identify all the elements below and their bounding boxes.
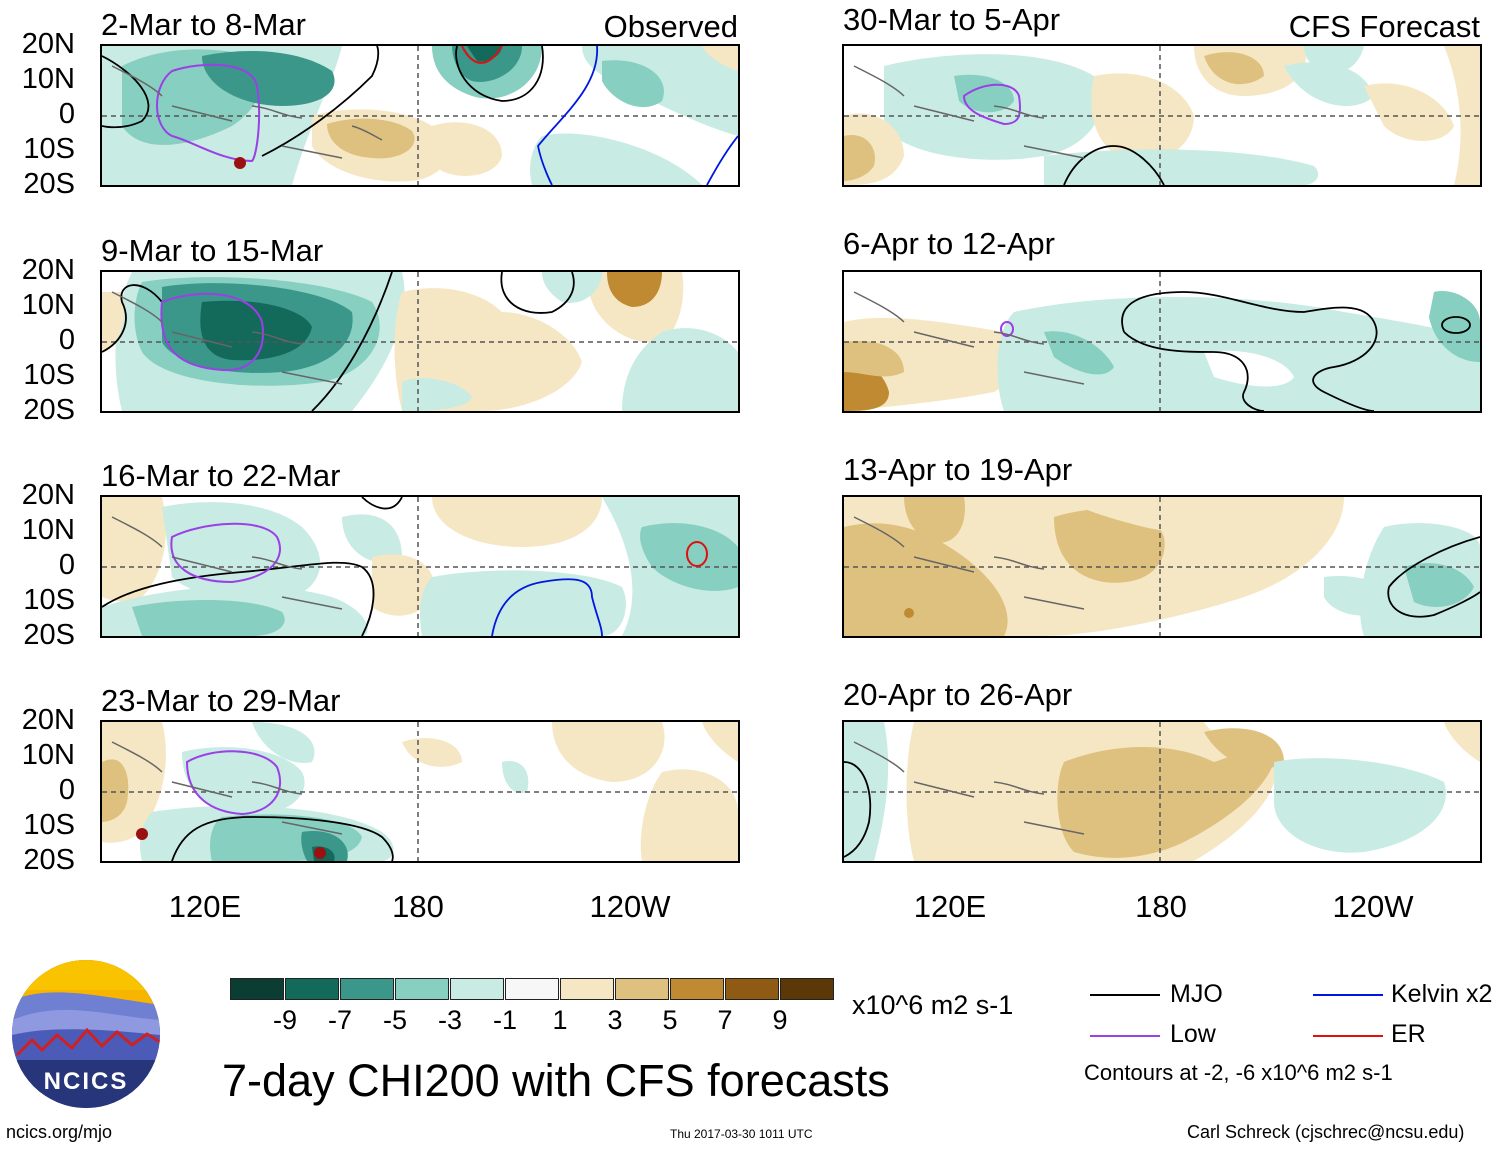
map-panel-3	[100, 495, 740, 638]
panel-title-2: 9-Mar to 15-Mar	[101, 233, 324, 268]
main-title: 7-day CHI200 with CFS forecasts	[222, 1055, 890, 1106]
colorbar-box-8	[670, 978, 724, 1000]
ytick-1-10s: 10S	[23, 133, 75, 165]
cfs-forecast-label: CFS Forecast	[1288, 9, 1480, 44]
panel-title-3: 16-Mar to 22-Mar	[101, 458, 341, 493]
colorbar-box-3	[395, 978, 449, 1000]
colorbar-box-6	[560, 978, 614, 1000]
ytick-3-10n: 10N	[21, 514, 75, 546]
colorbar-box-7	[615, 978, 669, 1000]
ytick-2-20n: 20N	[21, 254, 75, 286]
panel-title-4: 23-Mar to 29-Mar	[101, 683, 341, 718]
legend-label-mjo: MJO	[1170, 980, 1223, 1008]
ytick-2-0: 0	[58, 324, 75, 356]
legend-label-er: ER	[1391, 1020, 1426, 1048]
contour-note: Contours at -2, -6 x10^6 m2 s-1	[1084, 1060, 1393, 1085]
ytick-2-20s: 20S	[23, 394, 75, 426]
ytick-1-20s: 20S	[23, 168, 75, 200]
ytick-1-0: 0	[58, 98, 75, 130]
ytick-3-0: 0	[58, 549, 75, 581]
ytick-4-10s: 10S	[23, 809, 75, 841]
panel-title-7: 13-Apr to 19-Apr	[843, 452, 1073, 487]
map-panel-2	[100, 270, 740, 413]
xtick-left-120w: 120W	[589, 889, 671, 924]
xtick-right-120e: 120E	[913, 889, 987, 924]
observed-label: Observed	[603, 9, 738, 44]
ytick-4-0: 0	[58, 774, 75, 806]
url-text: ncics.org/mjo	[6, 1122, 113, 1142]
ytick-4-20n: 20N	[21, 704, 75, 736]
colorbar-box-10	[780, 978, 834, 1000]
ytick-3-20n: 20N	[21, 479, 75, 511]
legend-line-mjo	[1090, 994, 1160, 996]
logo-text: NCICS	[44, 1068, 129, 1095]
panel-title-5: 30-Mar to 5-Apr	[843, 2, 1061, 37]
colorbar-label-3: -3	[437, 1005, 462, 1035]
legend-label-low: Low	[1170, 1020, 1216, 1048]
colorbar-box-5	[505, 978, 559, 1000]
map-panel-7	[842, 495, 1482, 638]
legend-line-kelvin	[1313, 994, 1383, 996]
ytick-3-10s: 10S	[23, 584, 75, 616]
ytick-1-20n: 20N	[21, 28, 75, 60]
map-panel-8	[842, 720, 1482, 863]
ytick-4-20s: 20S	[23, 844, 75, 876]
colorbar-box-2	[340, 978, 394, 1000]
legend-line-low	[1090, 1035, 1160, 1037]
colorbar-label-2: -5	[382, 1005, 407, 1035]
xtick-right-120w: 120W	[1332, 889, 1414, 924]
colorbar-label-6: 3	[607, 1005, 623, 1035]
panel-title-6: 6-Apr to 12-Apr	[843, 226, 1055, 261]
map-panel-5	[842, 44, 1482, 187]
panel-title-1: 2-Mar to 8-Mar	[101, 7, 306, 42]
units-label: x10^6 m2 s-1	[852, 990, 1014, 1020]
ytick-2-10s: 10S	[23, 359, 75, 391]
xtick-right-180: 180	[1135, 889, 1187, 924]
legend-label-kelvin: Kelvin x2	[1391, 980, 1493, 1008]
ytick-2-10n: 10N	[21, 289, 75, 321]
timestamp: Thu 2017-03-30 1011 UTC	[670, 1127, 813, 1141]
colorbar-label-0: -9	[272, 1005, 297, 1035]
colorbar-box-4	[450, 978, 504, 1000]
colorbar-label-7: 5	[662, 1005, 678, 1035]
author-credit: Carl Schreck (cjschrec@ncsu.edu)	[1187, 1122, 1465, 1142]
map-panel-6	[842, 270, 1482, 413]
map-panel-1	[100, 44, 740, 187]
xtick-left-180: 180	[392, 889, 444, 924]
colorbar-label-5: 1	[552, 1005, 568, 1035]
legend-line-er	[1313, 1035, 1383, 1037]
colorbar-label-4: -1	[492, 1005, 517, 1035]
map-panel-4	[100, 720, 740, 863]
ytick-4-10n: 10N	[21, 739, 75, 771]
colorbar-label-9: 9	[772, 1005, 788, 1035]
colorbar-label-8: 7	[717, 1005, 733, 1035]
ytick-3-20s: 20S	[23, 619, 75, 651]
colorbar-label-1: -7	[327, 1005, 352, 1035]
panel-title-8: 20-Apr to 26-Apr	[843, 677, 1073, 712]
colorbar-box-9	[725, 978, 779, 1000]
colorbar-box-1	[285, 978, 339, 1000]
xtick-left-120e: 120E	[168, 889, 242, 924]
ncics-logo: NCICS	[12, 960, 160, 1108]
colorbar-box-0	[230, 978, 284, 1000]
ytick-1-10n: 10N	[21, 63, 75, 95]
